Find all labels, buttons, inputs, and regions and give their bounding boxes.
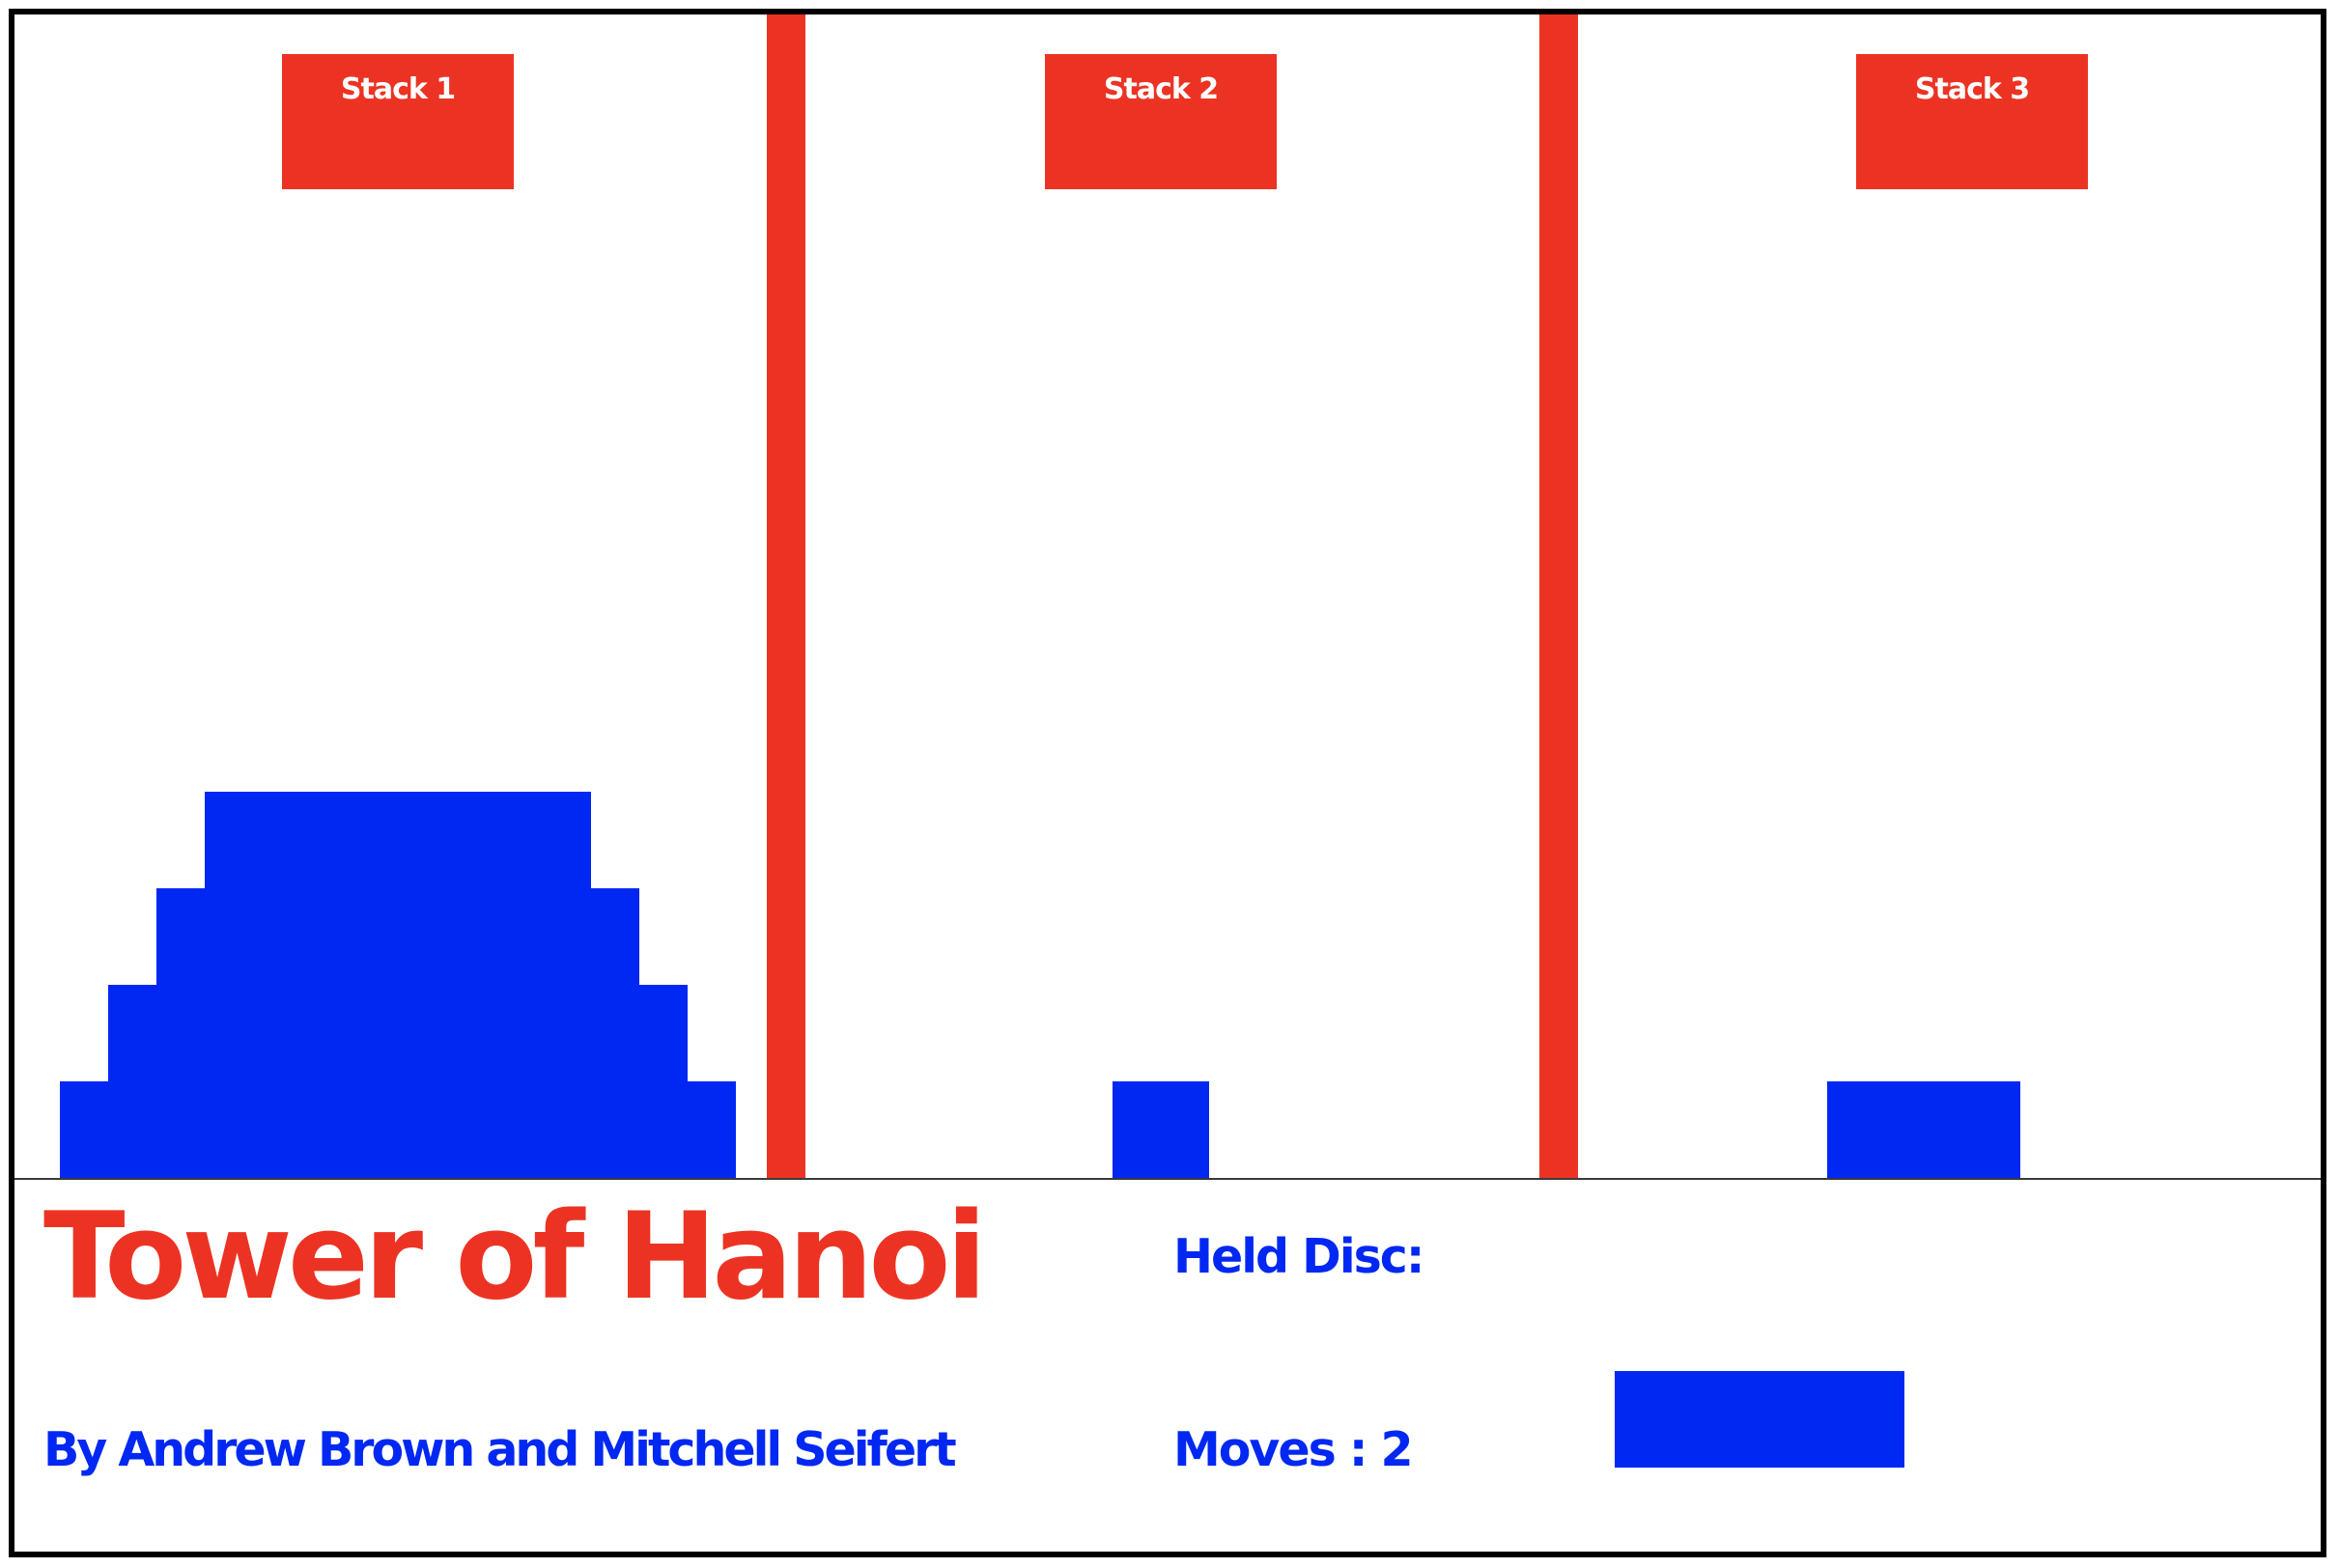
- held-disc: [1615, 1371, 1904, 1468]
- held-disc-label: Held Disc:: [1173, 1229, 1424, 1284]
- stack-2-button[interactable]: Stack 2: [1045, 54, 1277, 189]
- divider-pole-left: [767, 14, 805, 1178]
- game-board: Stack 1 Stack 2 Stack 3 Tower of Hanoi B…: [9, 9, 2326, 1557]
- game-title: Tower of Hanoi: [43, 1188, 987, 1327]
- disc-size-5: [156, 888, 639, 985]
- divider-pole-right: [1539, 14, 1578, 1178]
- disc-size-2: [1827, 1081, 2020, 1178]
- moves-counter: Moves : 2: [1173, 1422, 1414, 1477]
- disc-size-6: [108, 985, 688, 1081]
- ground-line: [14, 1178, 2321, 1180]
- disc-size-1: [1113, 1081, 1209, 1178]
- disc-size-7: [60, 1081, 736, 1178]
- disc-size-4: [205, 792, 591, 888]
- stack-3-button[interactable]: Stack 3: [1856, 54, 2088, 189]
- stack-1-button[interactable]: Stack 1: [282, 54, 514, 189]
- credits-text: By Andrew Brown and Mitchell Seifert: [43, 1422, 957, 1477]
